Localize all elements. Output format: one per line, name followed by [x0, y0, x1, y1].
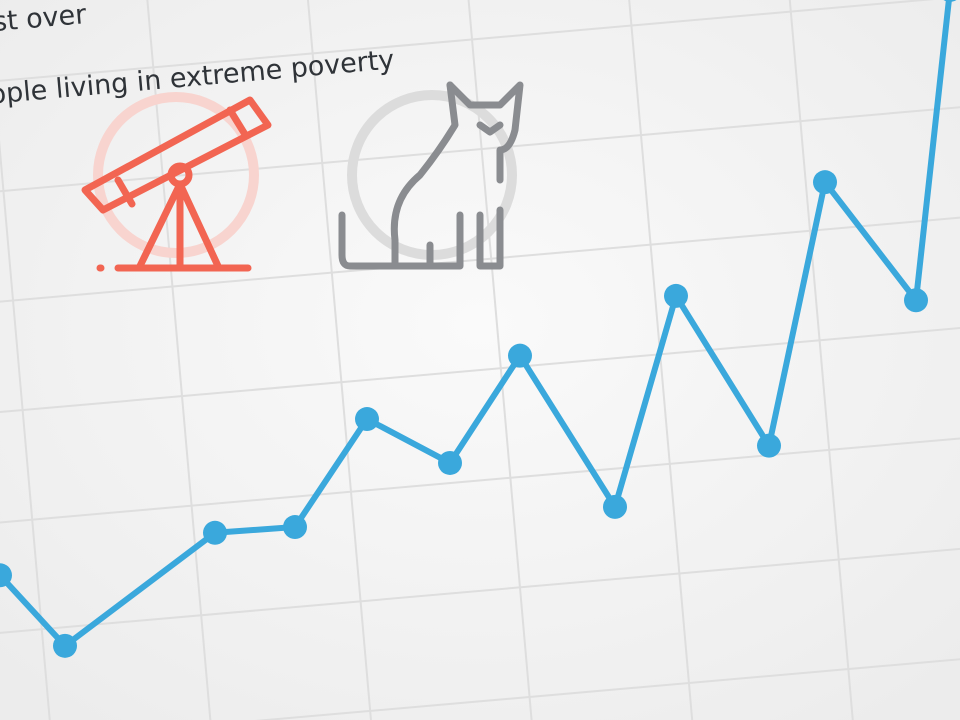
telescope-icon — [81, 92, 272, 272]
data-point — [203, 520, 227, 545]
data-point — [904, 288, 928, 313]
cat-icon — [338, 81, 524, 270]
data-point — [53, 633, 77, 658]
data-point — [283, 515, 307, 540]
data-point — [355, 407, 379, 432]
data-point — [664, 283, 688, 308]
data-point — [943, 0, 957, 2]
data-point — [508, 343, 532, 368]
data-point — [757, 433, 781, 458]
data-point — [603, 494, 627, 519]
data-point — [0, 563, 12, 588]
data-point — [813, 170, 837, 195]
data-point — [438, 450, 462, 475]
